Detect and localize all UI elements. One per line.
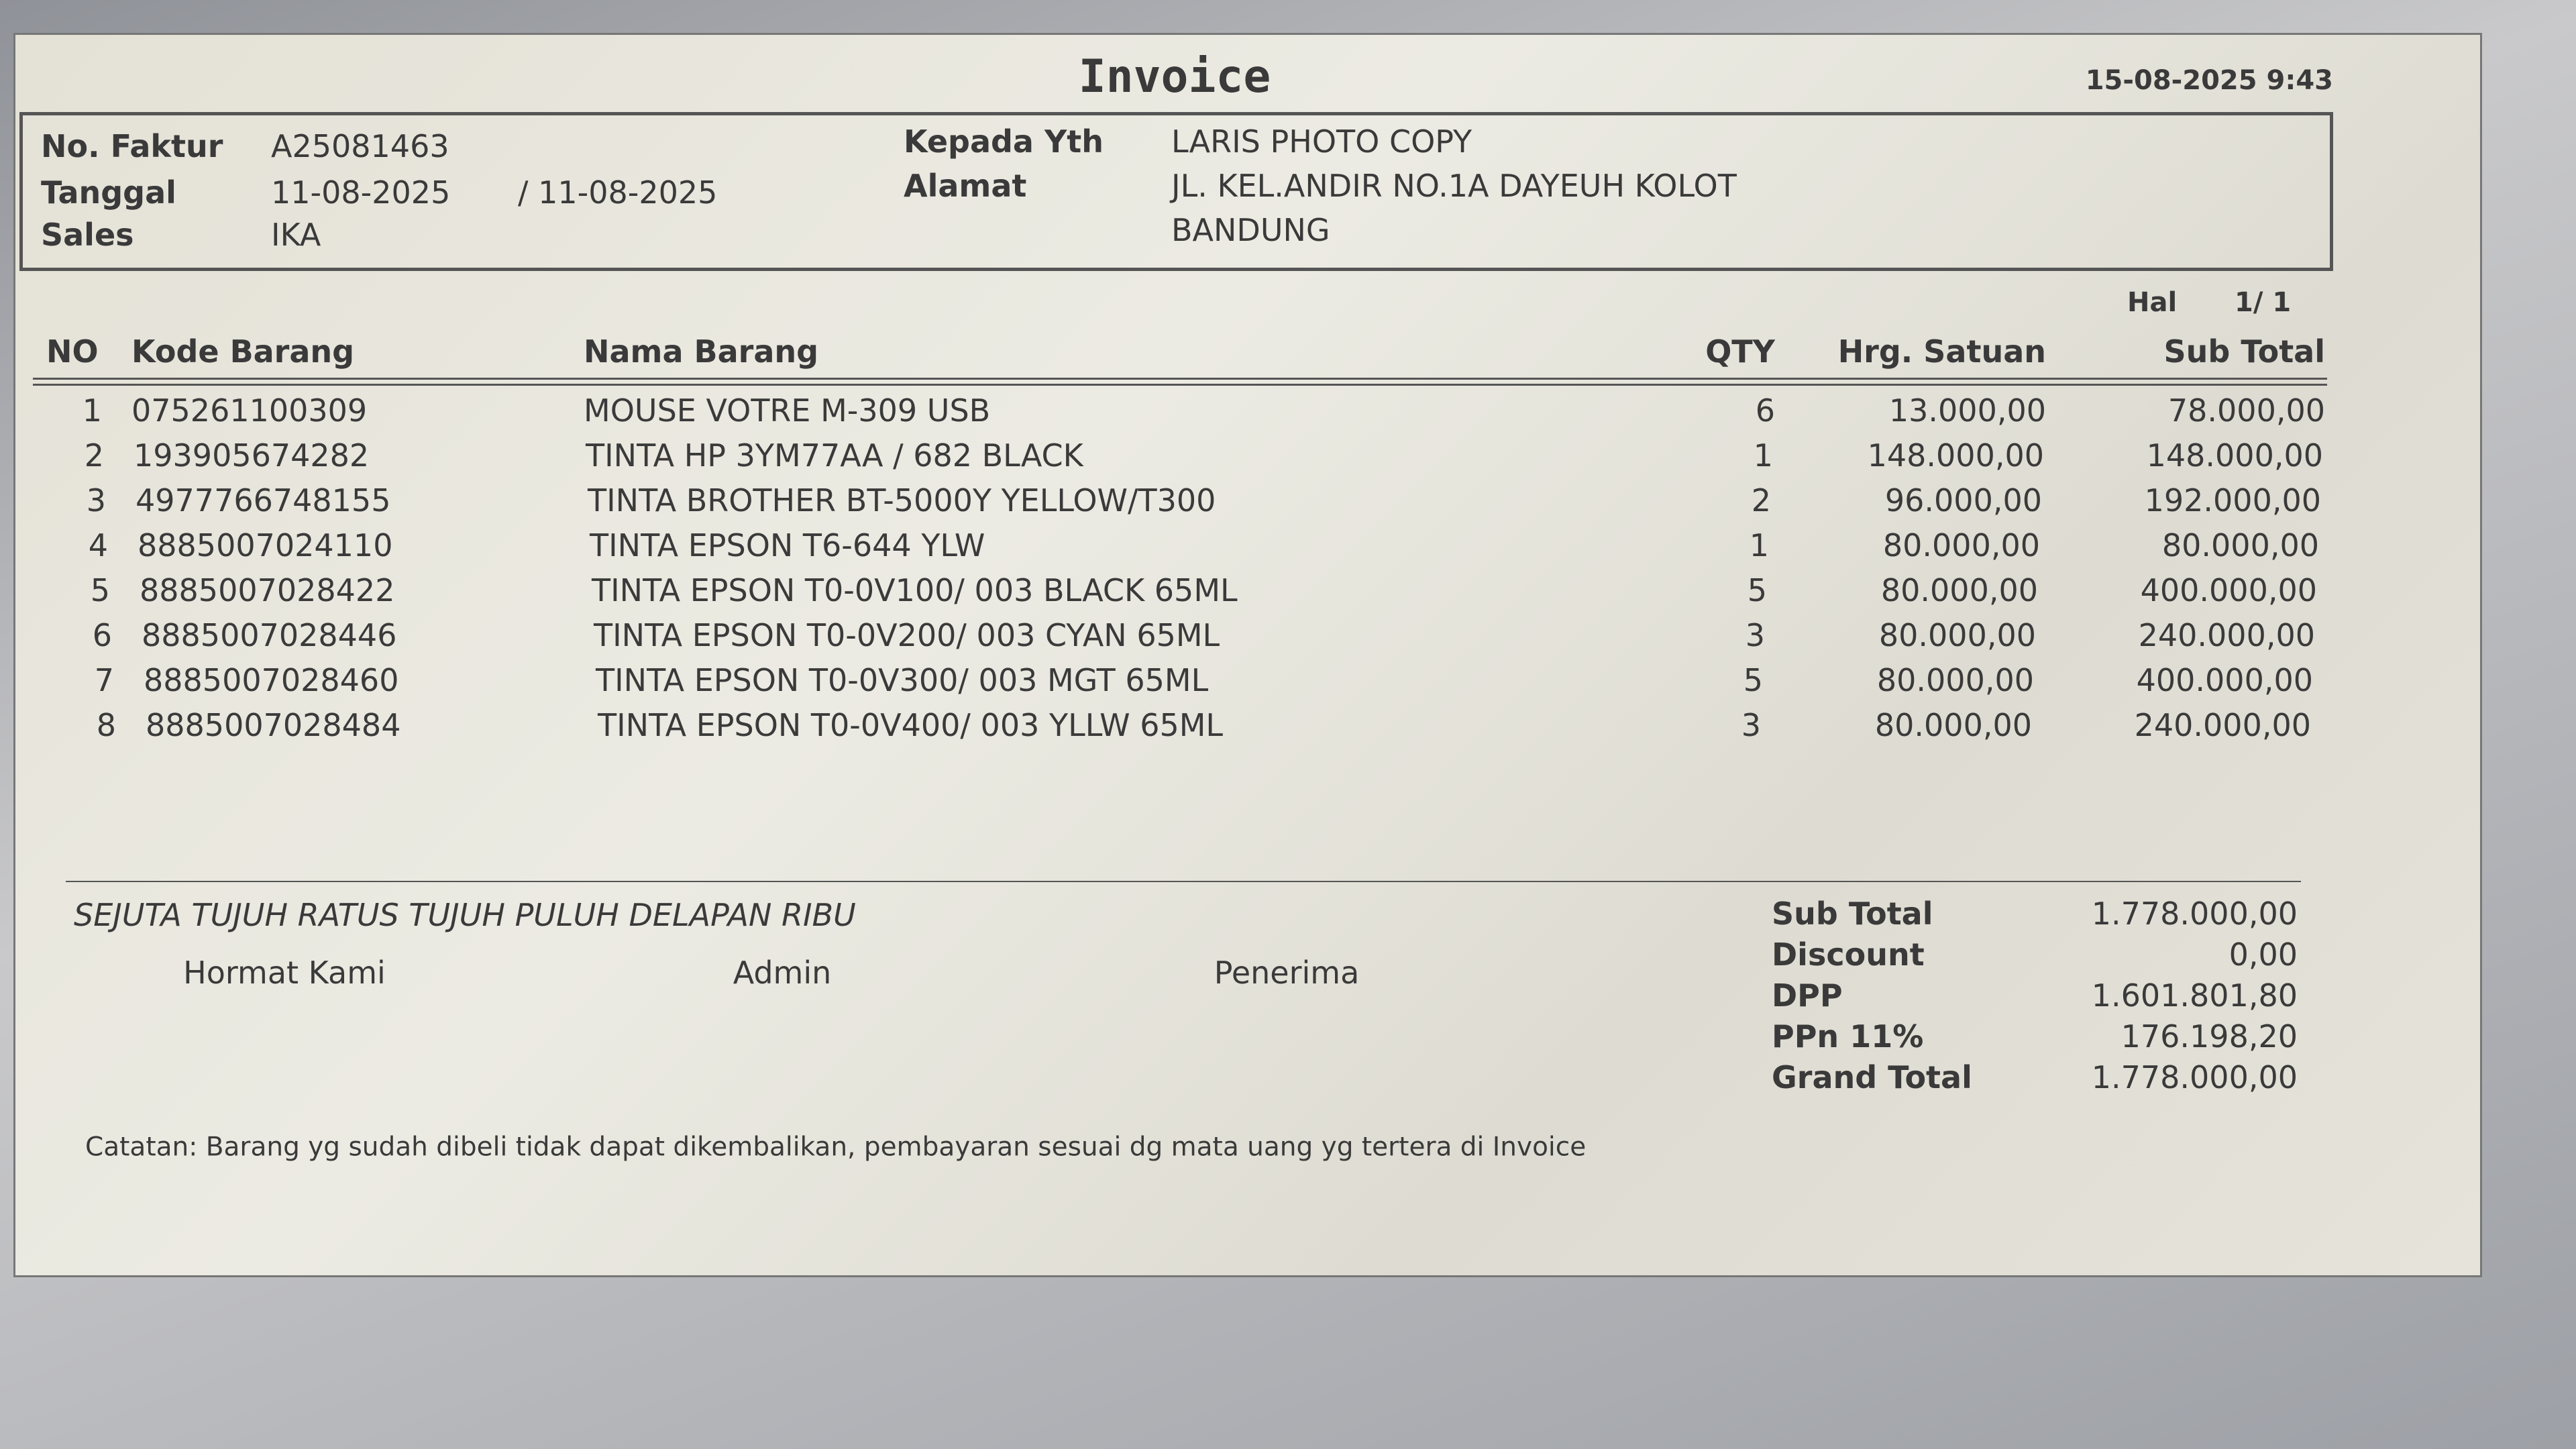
- info-value: IKA: [271, 217, 321, 253]
- column-header: Nama Barang: [584, 333, 819, 370]
- table-cell: 7: [94, 662, 114, 698]
- title: Invoice: [1078, 50, 1271, 103]
- table-cell: 80.000,00: [1876, 662, 2034, 698]
- column-header: Hrg. Satuan: [1837, 333, 2046, 370]
- signature-label: Admin: [733, 955, 832, 991]
- table-cell: TINTA EPSON T0-0V300/ 003 MGT 65ML: [596, 662, 1209, 698]
- table-cell: TINTA HP 3YM77AA / 682 BLACK: [586, 437, 1083, 474]
- total-label: DPP: [1772, 977, 1843, 1014]
- table-cell: 240.000,00: [2138, 617, 2315, 653]
- column-header: Kode Barang: [131, 333, 355, 370]
- address-line: BANDUNG: [1171, 212, 1330, 248]
- datetime: 15-08-2025 9:43: [2085, 65, 2333, 96]
- total-label: Discount: [1772, 936, 1925, 973]
- table-cell: 80.000,00: [1882, 527, 2040, 564]
- info-value: A25081463: [271, 128, 449, 164]
- total-value: 1.778.000,00: [2091, 896, 2298, 932]
- table-cell: 8: [96, 707, 116, 743]
- table-cell: 96.000,00: [1884, 482, 2042, 519]
- signature-label: Hormat Kami: [183, 955, 386, 991]
- table-cell: 4977766748155: [136, 482, 391, 519]
- table-cell: 8885007024110: [138, 527, 393, 564]
- table-cell: 5: [1743, 662, 1763, 698]
- info-label: Kepada Yth: [904, 123, 1104, 160]
- page-value: 1/ 1: [2235, 287, 2292, 318]
- amount-in-words: SEJUTA TUJUH RATUS TUJUH PULUH DELAPAN R…: [74, 897, 856, 933]
- table-cell: 193905674282: [133, 437, 370, 474]
- table-cell: 78.000,00: [2167, 392, 2325, 429]
- table-cell: TINTA EPSON T6-644 YLW: [590, 527, 985, 564]
- table-cell: 3: [86, 482, 106, 519]
- table-cell: 2: [84, 437, 104, 474]
- table-cell: 8885007028484: [146, 707, 401, 743]
- header-rule: [33, 384, 2327, 386]
- total-label: Sub Total: [1772, 896, 1933, 932]
- table-cell: 400.000,00: [2140, 572, 2317, 608]
- table-cell: TINTA BROTHER BT-5000Y YELLOW/T300: [588, 482, 1216, 519]
- invoice-panel: [13, 33, 2482, 1277]
- total-label: PPn 11%: [1772, 1018, 1924, 1055]
- column-header: Sub Total: [2163, 333, 2326, 370]
- table-cell: 5: [90, 572, 110, 608]
- column-header: QTY: [1705, 333, 1775, 370]
- table-cell: TINTA EPSON T0-0V200/ 003 CYAN 65ML: [594, 617, 1220, 653]
- table-cell: 3: [1741, 707, 1761, 743]
- page-label: Hal: [2127, 287, 2178, 318]
- total-value: 176.198,20: [2121, 1018, 2298, 1055]
- table-cell: 5: [1747, 572, 1767, 608]
- info-value: / 11-08-2025: [518, 174, 718, 211]
- info-label: Alamat: [904, 168, 1027, 204]
- table-cell: 6: [1755, 392, 1775, 429]
- column-header: NO: [46, 333, 99, 370]
- table-cell: 075261100309: [131, 392, 368, 429]
- table-cell: 80.000,00: [1880, 572, 2038, 608]
- table-cell: 1: [1749, 527, 1769, 564]
- total-value: 0,00: [2229, 936, 2298, 973]
- info-value: 11-08-2025: [271, 174, 451, 211]
- table-cell: 8885007028460: [144, 662, 399, 698]
- table-cell: 148.000,00: [1867, 437, 2044, 474]
- table-cell: 192.000,00: [2144, 482, 2321, 519]
- table-cell: 1: [82, 392, 102, 429]
- info-box: [19, 112, 2333, 271]
- table-cell: 148.000,00: [2146, 437, 2323, 474]
- table-cell: TINTA EPSON T0-0V100/ 003 BLACK 65ML: [592, 572, 1238, 608]
- signature-label: Penerima: [1214, 955, 1360, 991]
- table-cell: 1: [1753, 437, 1773, 474]
- header-rule: [33, 378, 2327, 380]
- table-cell: 4: [88, 527, 108, 564]
- info-value: LARIS PHOTO COPY: [1171, 123, 1472, 160]
- table-cell: 80.000,00: [2161, 527, 2319, 564]
- total-value: 1.778.000,00: [2091, 1059, 2298, 1095]
- info-label: Sales: [41, 217, 134, 253]
- table-cell: 80.000,00: [1874, 707, 2032, 743]
- table-cell: 400.000,00: [2136, 662, 2313, 698]
- table-cell: 13.000,00: [1888, 392, 2046, 429]
- table-cell: 80.000,00: [1878, 617, 2036, 653]
- info-label: No. Faktur: [41, 128, 223, 164]
- table-cell: 8885007028446: [142, 617, 397, 653]
- address-line: JL. KEL.ANDIR NO.1A DAYEUH KOLOT: [1171, 168, 1737, 204]
- table-cell: MOUSE VOTRE M-309 USB: [584, 392, 991, 429]
- note: Catatan: Barang yg sudah dibeli tidak da…: [85, 1132, 1587, 1163]
- table-cell: 8885007028422: [140, 572, 395, 608]
- total-label: Grand Total: [1772, 1059, 1972, 1095]
- table-cell: 240.000,00: [2134, 707, 2311, 743]
- total-value: 1.601.801,80: [2091, 977, 2298, 1014]
- footer-rule: [66, 881, 2301, 882]
- table-cell: 6: [92, 617, 112, 653]
- table-cell: TINTA EPSON T0-0V400/ 003 YLLW 65ML: [598, 707, 1224, 743]
- info-label: Tanggal: [41, 174, 176, 211]
- table-cell: 2: [1751, 482, 1771, 519]
- table-cell: 3: [1745, 617, 1765, 653]
